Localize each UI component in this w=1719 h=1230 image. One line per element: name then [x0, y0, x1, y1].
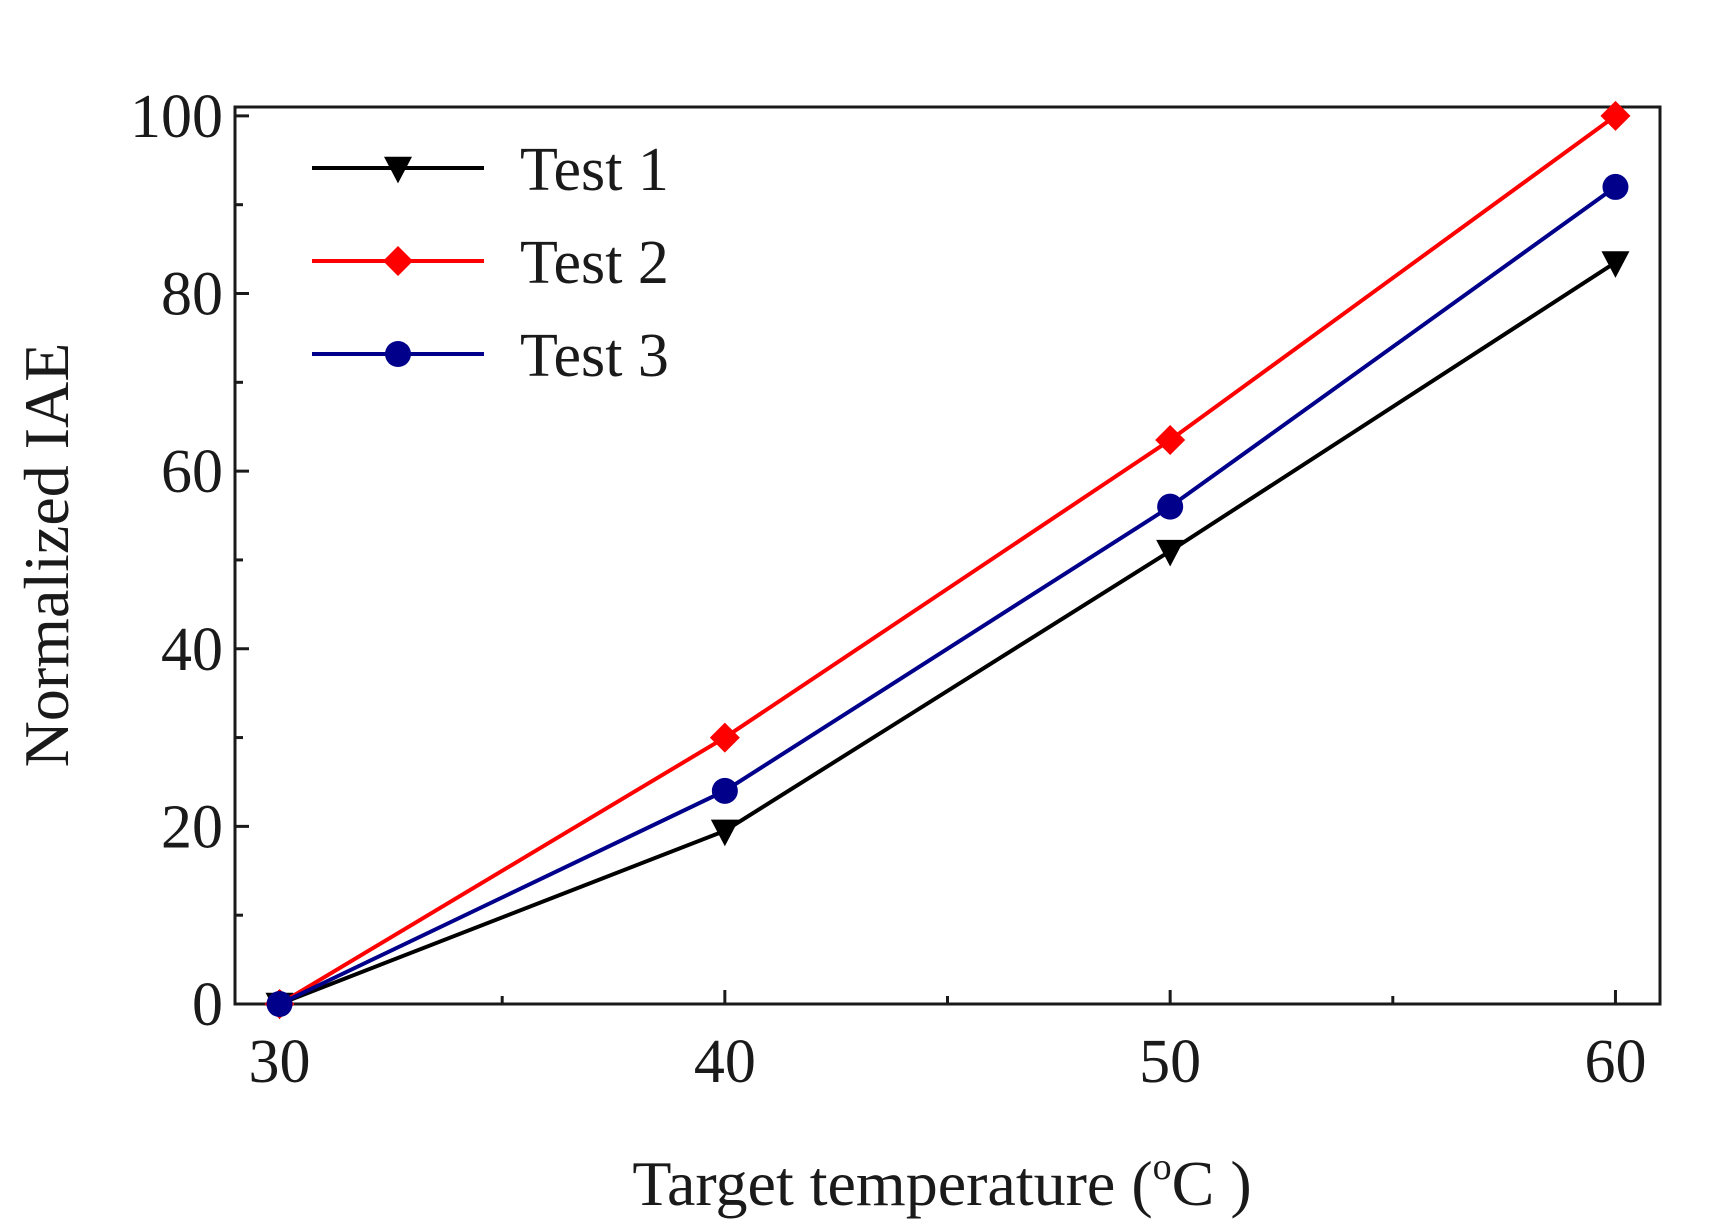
x-tick-label: 50	[1139, 1028, 1201, 1096]
series-test-1	[265, 251, 1630, 1020]
data-point-test-1	[1156, 539, 1185, 567]
y-tick-label: 20	[161, 793, 223, 861]
y-axis-title: Normalized IAE	[11, 343, 82, 768]
legend: Test 1 Test 2 Test 3	[312, 136, 669, 390]
data-point-test-1	[710, 819, 739, 847]
series-layer	[264, 100, 1631, 1020]
legend-item-test-3: Test 3	[312, 322, 669, 390]
y-tick-label: 40	[161, 616, 223, 684]
legend-label: Test 2	[520, 229, 669, 297]
legend-item-test-1: Test 1	[312, 136, 669, 204]
data-point-test-3	[711, 777, 738, 804]
x-tick-label: 30	[249, 1028, 311, 1096]
x-axis-title: Target temperature (oC )	[632, 1146, 1251, 1219]
x-axis-ticks: 30 40 50 60	[249, 990, 1646, 1096]
legend-item-test-2: Test 2	[312, 229, 669, 297]
x-tick-label: 60	[1584, 1028, 1646, 1096]
x-axis-title-degree: o	[1153, 1146, 1172, 1188]
series-line-test-3	[278, 185, 1617, 1006]
plot-frame	[233, 105, 1662, 1006]
x-tick-label: 40	[694, 1028, 756, 1096]
y-tick-label: 80	[161, 261, 223, 329]
data-point-test-1	[1601, 251, 1630, 278]
series-line-test-1	[278, 260, 1617, 1006]
data-point-test-3	[1602, 173, 1629, 200]
data-point-test-2	[1155, 425, 1186, 456]
series-test-3	[266, 173, 1629, 1017]
data-point-test-3	[1157, 493, 1184, 520]
data-point-test-3	[266, 991, 293, 1017]
legend-marker	[384, 156, 412, 184]
data-point-test-2	[709, 722, 740, 753]
series-line-test-2	[278, 114, 1617, 1006]
x-axis-title-text: Target temperature (	[632, 1148, 1152, 1219]
x-axis-title-unit: C )	[1172, 1148, 1252, 1219]
y-tick-label: 100	[130, 83, 223, 151]
legend-label: Test 1	[520, 136, 669, 204]
y-axis-ticks: 0 20 40 60 80 100	[130, 83, 249, 1039]
y-tick-label: 0	[192, 971, 223, 1039]
y-tick-label: 60	[161, 438, 223, 506]
series-test-2	[264, 100, 1631, 1019]
data-point-test-2	[1600, 100, 1631, 131]
legend-marker	[385, 341, 411, 367]
legend-marker	[383, 246, 413, 276]
legend-label: Test 3	[520, 322, 669, 390]
